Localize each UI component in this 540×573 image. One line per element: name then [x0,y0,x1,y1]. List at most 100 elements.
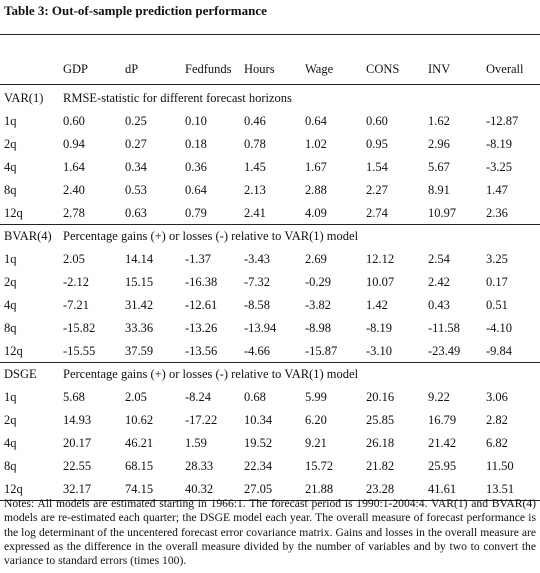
table-cell: 0.46 [244,114,266,128]
table-cell: 19.52 [244,436,273,450]
row-label: 1q [4,390,17,404]
row-label: 8q [4,459,17,473]
table-cell: 23.28 [366,482,395,496]
table-cell: 0.64 [305,114,327,128]
row-label: 2q [4,275,17,289]
table-cell: 0.51 [486,298,508,312]
table-cell: 21.82 [366,459,395,473]
row-label: 12q [4,344,23,358]
table-cell: 0.18 [185,137,207,151]
table-cell: 0.17 [486,275,508,289]
section-label: DSGE [4,367,37,381]
table-cell: 22.34 [244,459,273,473]
table-cell: 9.21 [305,436,327,450]
column-header: Wage [305,62,334,76]
table-cell: 3.06 [486,390,508,404]
table-cell: -8.98 [305,321,332,335]
table-cell: 0.43 [428,298,450,312]
table-cell: 14.93 [63,413,92,427]
table-cell: 2.40 [63,183,85,197]
table-cell: 46.21 [125,436,154,450]
column-header: CONS [366,62,400,76]
table-cell: 0.60 [63,114,85,128]
table-cell: 3.25 [486,252,508,266]
table-cell: -3.10 [366,344,393,358]
column-header: dP [125,62,139,76]
column-header: INV [428,62,451,76]
table-cell: -8.58 [244,298,271,312]
top-rule [0,34,540,35]
table-cell: 2.96 [428,137,450,151]
table-cell: 15.72 [305,459,334,473]
table-cell: 0.79 [185,206,207,220]
header-rule [0,84,540,85]
column-header: GDP [63,62,89,76]
table-cell: 10.62 [125,413,154,427]
table-cell: 2.78 [63,206,85,220]
table-cell: 4.09 [305,206,327,220]
table-cell: 25.95 [428,459,457,473]
table-cell: -23.49 [428,344,461,358]
table-cell: 33.36 [125,321,154,335]
table-cell: 1.42 [366,298,388,312]
table-cell: -15.55 [63,344,96,358]
table-cell: 2.74 [366,206,388,220]
table-cell: 1.67 [305,160,327,174]
table-cell: -3.43 [244,252,271,266]
table-notes: Notes: All models are estimated starting… [4,497,536,568]
table-cell: 8.91 [428,183,450,197]
table-cell: 28.33 [185,459,214,473]
table-cell: 2.13 [244,183,266,197]
table-cell: 1.47 [486,183,508,197]
section-label: BVAR(4) [4,229,52,243]
table-cell: 41.61 [428,482,457,496]
table-cell: 0.78 [244,137,266,151]
table-cell: 0.25 [125,114,147,128]
table-cell: 5.67 [428,160,450,174]
table-cell: 21.42 [428,436,457,450]
row-label: 2q [4,137,17,151]
table-cell: 2.05 [125,390,147,404]
table-cell: 68.15 [125,459,154,473]
table-cell: 1.64 [63,160,85,174]
table-cell: 9.22 [428,390,450,404]
table-cell: 20.16 [366,390,395,404]
table-cell: -2.12 [63,275,90,289]
table-cell: 0.34 [125,160,147,174]
section-rule [0,362,540,363]
section-rule [0,500,540,501]
table-cell: 32.17 [63,482,92,496]
table-cell: 0.10 [185,114,207,128]
table-cell: 1.02 [305,137,327,151]
table-cell: 0.60 [366,114,388,128]
table-cell: -1.37 [185,252,212,266]
table-cell: 14.14 [125,252,154,266]
table-cell: 5.99 [305,390,327,404]
table-cell: 5.68 [63,390,85,404]
table-cell: 21.88 [305,482,334,496]
section-description: RMSE-statistic for different forecast ho… [63,91,292,105]
table-cell: 12.12 [366,252,395,266]
section-rule [0,224,540,225]
table-cell: 0.94 [63,137,85,151]
row-label: 1q [4,252,17,266]
table-cell: -13.26 [185,321,218,335]
table-cell: 0.53 [125,183,147,197]
table-cell: 13.51 [486,482,515,496]
table-cell: 74.15 [125,482,154,496]
table-cell: 1.62 [428,114,450,128]
table-cell: -3.25 [486,160,513,174]
column-header: Overall [486,62,524,76]
table-cell: 10.07 [366,275,395,289]
table-cell: 2.41 [244,206,266,220]
column-header: Hours [244,62,275,76]
table-cell: 25.85 [366,413,395,427]
table-cell: 20.17 [63,436,92,450]
column-header: Fedfunds [185,62,232,76]
table-cell: -7.32 [244,275,271,289]
table-cell: 0.63 [125,206,147,220]
row-label: 4q [4,160,17,174]
table-cell: 0.36 [185,160,207,174]
table-cell: 2.88 [305,183,327,197]
table-cell: 2.42 [428,275,450,289]
